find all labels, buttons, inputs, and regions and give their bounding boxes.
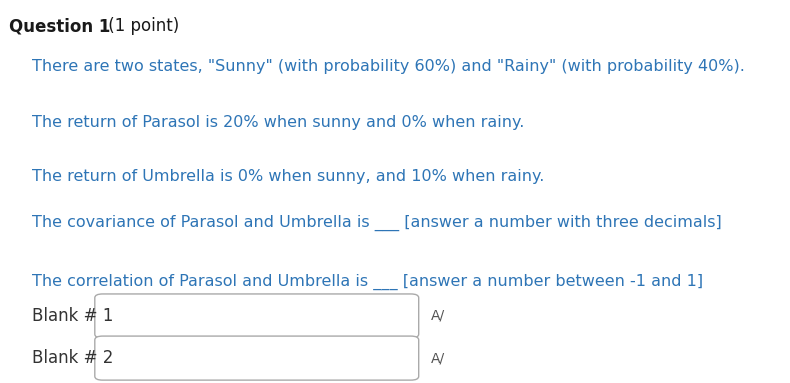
FancyBboxPatch shape <box>95 336 419 380</box>
Text: The return of Umbrella is 0% when sunny, and 10% when rainy.: The return of Umbrella is 0% when sunny,… <box>32 169 544 183</box>
Text: Blank # 2: Blank # 2 <box>32 349 113 367</box>
Text: There are two states, "Sunny" (with probability 60%) and "Rainy" (with probabili: There are two states, "Sunny" (with prob… <box>32 59 744 74</box>
Text: The correlation of Parasol and Umbrella is ___ [answer a number between -1 and 1: The correlation of Parasol and Umbrella … <box>32 274 703 290</box>
Text: Question 1: Question 1 <box>9 17 111 35</box>
Text: A/: A/ <box>431 351 445 365</box>
FancyBboxPatch shape <box>95 294 419 338</box>
Text: Blank # 1: Blank # 1 <box>32 307 113 325</box>
Text: A/: A/ <box>431 309 445 323</box>
Text: (1 point): (1 point) <box>103 17 179 35</box>
Text: The covariance of Parasol and Umbrella is ___ [answer a number with three decima: The covariance of Parasol and Umbrella i… <box>32 214 721 231</box>
Text: The return of Parasol is 20% when sunny and 0% when rainy.: The return of Parasol is 20% when sunny … <box>32 115 524 130</box>
